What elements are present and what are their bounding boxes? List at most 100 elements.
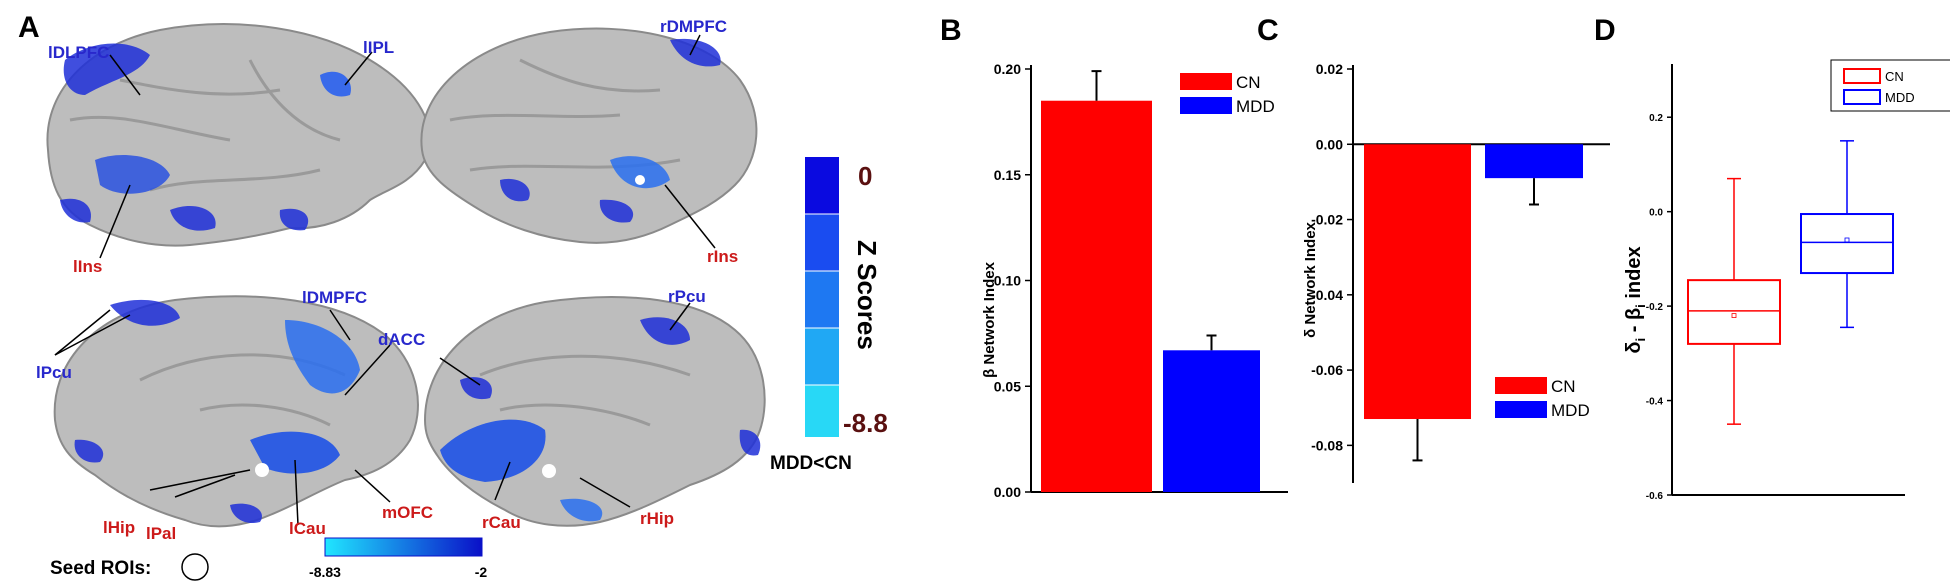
brain-surface (423, 296, 766, 527)
label-rhip: rHip (640, 509, 674, 528)
chart-d: 0.2 0.0 -0.2 -0.4 -0.6 (1646, 64, 1905, 502)
label-mofc: mOFC (382, 503, 433, 522)
contrast-label: MDD<CN (770, 453, 852, 474)
seed-marker (542, 464, 556, 478)
activation-blob (640, 317, 690, 345)
label-lcau: lCau (289, 519, 326, 538)
chart-c: 0.02 0.00 -0.02 -0.04 -0.06 -0.08 (1311, 61, 1610, 483)
colorbar-h-min: -8.83 (309, 564, 341, 580)
ylabel-main: δ (1623, 341, 1645, 353)
y-tick-label: -0.4 (1646, 397, 1664, 408)
colorbar-h-max: -2 (475, 564, 488, 580)
legend-cn-swatch (1495, 377, 1547, 394)
label-dacc: dACC (378, 330, 425, 349)
label-rins: rIns (707, 247, 738, 266)
ylabel-tail: index (1623, 246, 1645, 304)
brain-lateral-left (46, 23, 431, 247)
sulci (479, 354, 691, 427)
chart-d-ylabel: δi - βi index (1623, 246, 1648, 353)
activation-blob (440, 419, 546, 482)
activation-blob (74, 439, 104, 463)
brain-medial-right (423, 296, 766, 527)
colorbar-title: Z Scores (852, 240, 882, 350)
label-ldlpfc: lDLPFC (48, 43, 109, 62)
y-tick-label: 0.02 (1316, 61, 1343, 77)
panel-a: A (18, 11, 888, 581)
label-rpcu: rPcu (668, 287, 706, 306)
bar-mdd (1485, 144, 1583, 179)
brain-surface (53, 295, 419, 528)
colorbar-step-3 (805, 271, 839, 328)
label-rdmpfc: rDMPFC (660, 17, 727, 36)
legend-cn-swatch (1843, 68, 1881, 84)
seed-rois-label: Seed ROIs: (50, 558, 151, 579)
ylabel-mid: - β (1623, 308, 1645, 338)
sulci (69, 59, 341, 192)
colorbar-step-5 (805, 385, 839, 437)
y-tick-label: 0.2 (1649, 113, 1663, 124)
seed-marker (635, 175, 645, 185)
box-mean-cn (1731, 313, 1737, 318)
z-score-colorbar: 0 -8.8 Z Scores MDD<CN (770, 157, 888, 474)
activation-blob (739, 429, 761, 456)
legend-mdd-label: MDD (1551, 401, 1590, 420)
activation-blob (63, 43, 150, 95)
activation-blob (279, 208, 309, 231)
label-rcau: rCau (482, 513, 521, 532)
colorbar-max-label: 0 (858, 161, 872, 191)
activation-blob (170, 206, 216, 231)
label-lpal: lPal (146, 524, 176, 543)
ylabel-sub1: i (1633, 338, 1648, 342)
panel-b: B 0.00 0.05 0.10 0.15 0.20 β Network Index C… (940, 14, 1288, 500)
chart-b-legend: CN MDD (1180, 73, 1275, 116)
y-tick-label: -0.08 (1311, 437, 1343, 453)
ylabel-sub2: i (1633, 304, 1648, 308)
activation-blob (95, 155, 170, 194)
y-tick-label: 0.20 (994, 61, 1021, 77)
label-lpcu: lPcu (36, 363, 72, 382)
panel-d-letter: D (1594, 14, 1616, 47)
panel-c: C 0.02 0.00 -0.02 -0.04 -0.06 -0.08 δ Network… (1257, 14, 1610, 483)
y-tick-label: 0.0 (1649, 208, 1663, 219)
bar-cn (1041, 100, 1152, 492)
activation-blob (670, 38, 721, 67)
box-mdd (1800, 213, 1894, 275)
label-lhip: lHip (103, 518, 135, 537)
colorbar-step-2 (805, 214, 839, 271)
chart-b: 0.00 0.05 0.10 0.15 0.20 (994, 61, 1288, 500)
activation-blob (230, 503, 262, 524)
colorbar-step-4 (805, 328, 839, 385)
activation-blob (599, 199, 634, 223)
seed-marker (255, 463, 269, 477)
box-cn (1687, 279, 1781, 345)
panel-c-letter: C (1257, 14, 1279, 47)
y-tick-label: 0.10 (994, 273, 1021, 289)
legend-mdd-swatch (1843, 89, 1881, 105)
colorbar-gradient (324, 537, 483, 557)
legend-mdd-label: MDD (1885, 90, 1915, 105)
panel-d: D 0.20.0-0.2-0.4-0.6 δi - βi index CN MD… (1594, 14, 1950, 502)
chart-d-legend: CN MDD (1830, 59, 1950, 112)
activation-blob (320, 71, 351, 97)
chart-c-ylabel: δ Network Index (1302, 221, 1319, 337)
legend-mdd-label: MDD (1236, 97, 1275, 116)
y-tick-label: 0.00 (1316, 136, 1343, 152)
legend-cn-label: CN (1236, 73, 1261, 92)
colorbar-step-1 (805, 157, 839, 214)
y-tick-label: -0.02 (1311, 212, 1343, 228)
activation-blob (560, 498, 603, 522)
y-tick-label: -0.04 (1311, 287, 1343, 303)
y-tick-label: -0.6 (1646, 491, 1664, 502)
label-ldmpfc: lDMPFC (302, 288, 367, 307)
activation-blob (60, 198, 91, 223)
legend-cn-label: CN (1885, 69, 1904, 84)
activation-blob (500, 178, 530, 202)
activation-blob (110, 299, 180, 326)
bar-cn (1364, 144, 1471, 420)
chart-c-legend: CN MDD (1495, 377, 1590, 420)
y-tick-label: 0.15 (994, 167, 1021, 183)
legend-mdd-swatch (1495, 401, 1547, 418)
y-tick-label: -0.06 (1311, 362, 1343, 378)
y-tick-label: -0.2 (1646, 302, 1664, 313)
